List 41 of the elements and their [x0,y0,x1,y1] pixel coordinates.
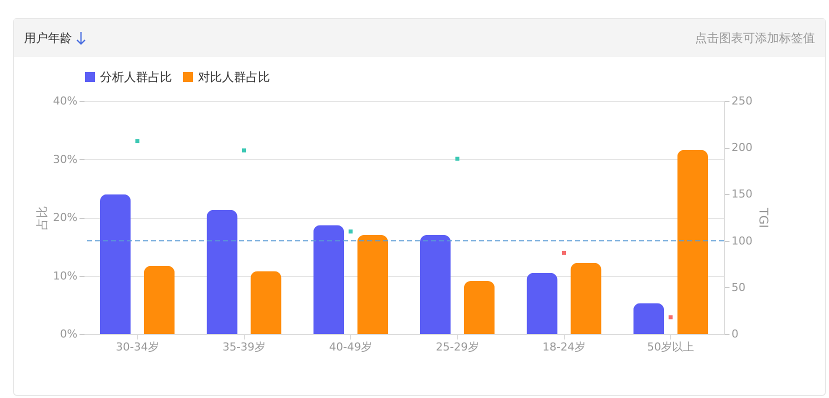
point [562,250,566,255]
x-tick-label: 50岁以上 [647,340,694,354]
bar [570,262,602,334]
y-axis-title: 占比 [35,206,50,230]
y2-tick-label: 50 [732,280,746,294]
bar [206,210,238,334]
chart-title: 用户年龄 [24,30,72,46]
bar [250,271,282,334]
y2-tick-label: 200 [732,141,752,154]
y2-tick-label: 0 [732,328,738,340]
legend-label: 分析人群占比 [100,70,172,84]
point [455,156,460,161]
bar [357,234,388,334]
bar [526,272,558,334]
y-tick-label: 10% [53,269,78,282]
point [242,148,246,152]
y-tick-label: 40% [53,94,78,108]
x-tick-label: 25-29岁 [436,340,479,354]
y-tick-label: 0% [60,328,78,340]
y-tick-label: 20% [53,211,78,224]
y2-tick-label: 150 [732,188,752,201]
point [135,139,140,144]
x-tick-label: 40-49岁 [329,340,372,354]
y2-axis-title: TGI [756,206,770,228]
text: 点击图表可添加标签值 [695,30,815,46]
y2-tick-label: 250 [732,94,752,108]
x-tick-label: 30-34岁 [116,340,159,354]
bar [677,150,708,334]
bar [100,194,131,334]
bar [464,280,495,334]
bar [144,266,175,334]
bar [420,234,451,334]
y2-tick-label: 100 [732,234,752,248]
x-tick-label: 35-39岁 [222,340,266,354]
point [668,315,673,320]
y-tick-label: 30% [53,152,78,166]
legend-label: 对比人群占比 [198,70,270,84]
x-tick-label: 18-24岁 [542,340,586,354]
bar [313,225,344,334]
bar [633,303,664,334]
point [348,229,353,234]
